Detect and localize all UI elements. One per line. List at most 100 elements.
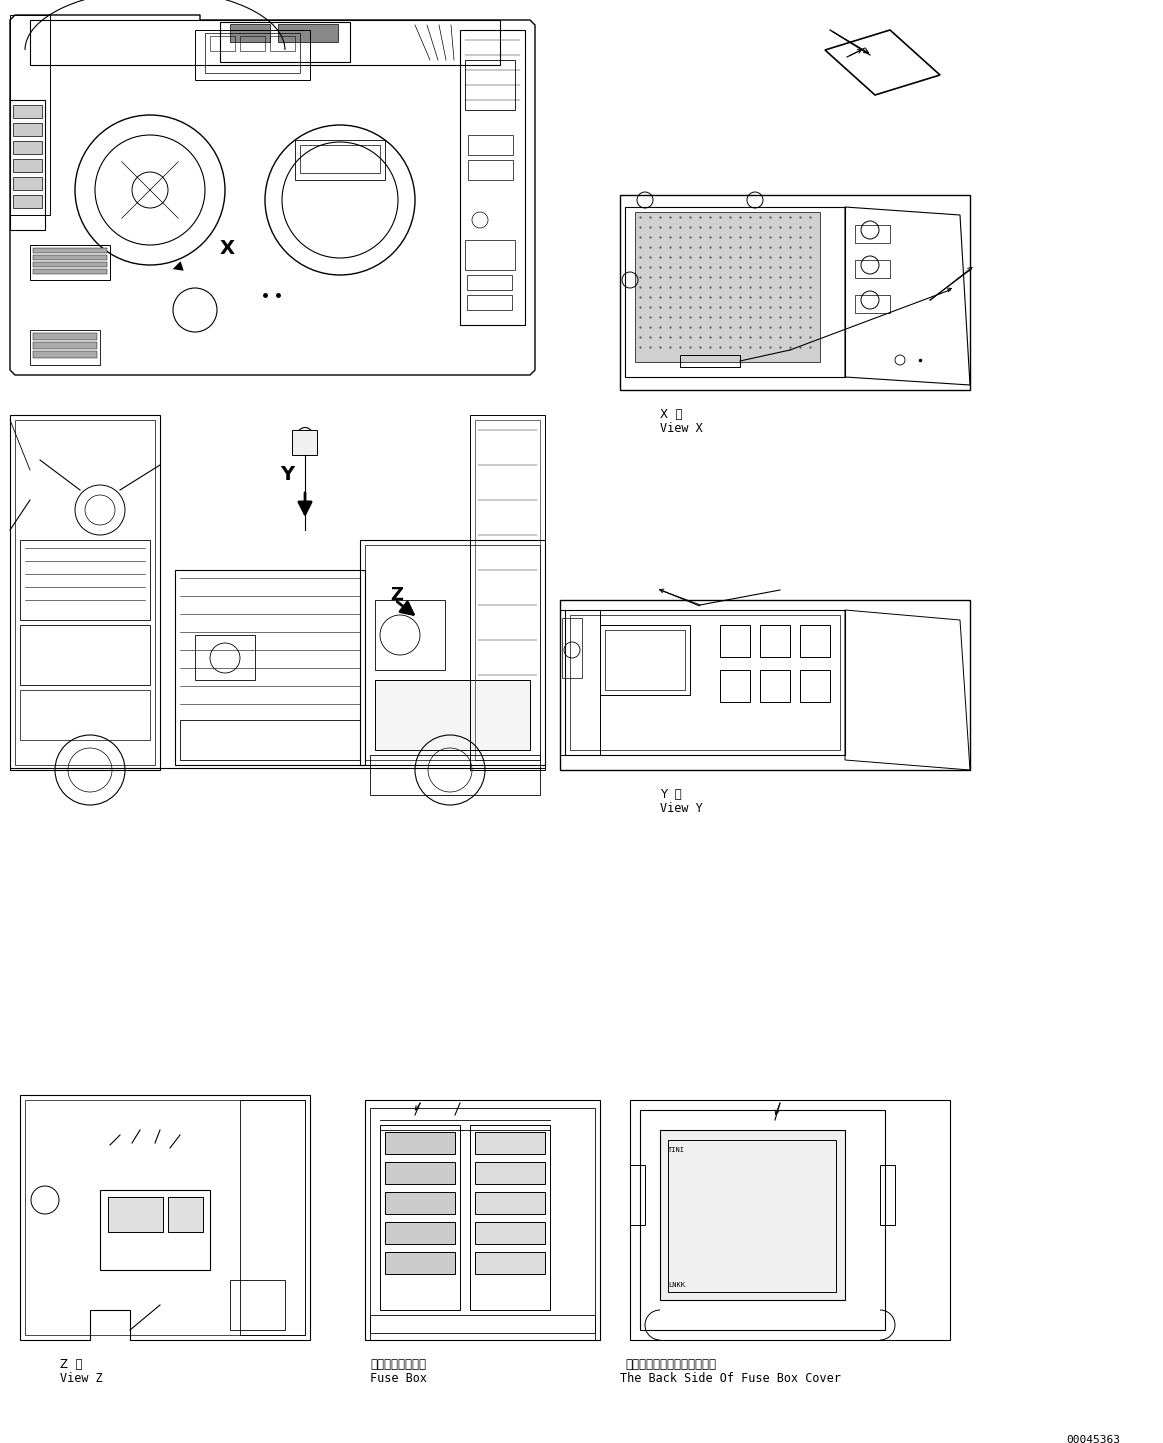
Bar <box>759 625 790 657</box>
Bar <box>475 1162 545 1185</box>
Bar <box>880 1165 896 1225</box>
Text: 00045363: 00045363 <box>1066 1434 1120 1443</box>
Bar <box>370 1108 595 1333</box>
Bar <box>365 1100 600 1341</box>
Bar <box>385 1253 455 1274</box>
Bar <box>625 206 846 377</box>
Text: TINI: TINI <box>668 1147 685 1153</box>
Bar <box>205 33 300 74</box>
Bar <box>468 160 513 180</box>
Bar <box>668 1140 836 1291</box>
Bar <box>10 14 50 215</box>
Bar <box>475 1192 545 1214</box>
Bar <box>195 30 311 79</box>
Bar <box>240 36 265 51</box>
Bar <box>461 30 525 325</box>
Text: Z: Z <box>390 586 402 605</box>
Bar <box>475 420 540 760</box>
Text: LNKK: LNKK <box>668 1281 685 1289</box>
Bar <box>374 600 445 670</box>
Bar <box>570 615 840 750</box>
Bar <box>562 618 582 678</box>
Bar <box>465 240 515 270</box>
Bar <box>561 610 600 755</box>
Bar <box>33 333 97 341</box>
Bar <box>10 416 160 771</box>
Bar <box>13 159 42 172</box>
Bar <box>720 625 750 657</box>
Bar <box>468 136 513 154</box>
Bar <box>33 248 107 253</box>
Bar <box>630 1100 950 1341</box>
Bar <box>24 1100 305 1335</box>
Bar <box>240 1100 305 1335</box>
Bar <box>470 416 545 771</box>
Bar <box>20 540 150 620</box>
Bar <box>659 1130 846 1300</box>
Bar <box>620 195 970 390</box>
Bar <box>230 25 270 42</box>
Text: Z  視: Z 視 <box>60 1358 83 1371</box>
Bar <box>800 625 830 657</box>
Bar <box>380 1126 461 1310</box>
Bar <box>10 100 45 229</box>
Bar <box>33 342 97 349</box>
Bar <box>20 625 150 685</box>
Text: The Back Side Of Fuse Box Cover: The Back Side Of Fuse Box Cover <box>620 1372 841 1385</box>
Bar <box>33 351 97 358</box>
Bar <box>565 610 846 755</box>
Bar <box>211 36 235 51</box>
Bar <box>475 1222 545 1244</box>
Bar <box>635 212 820 362</box>
Bar <box>475 1253 545 1274</box>
Bar <box>385 1162 455 1185</box>
Bar <box>720 670 750 701</box>
Bar <box>385 1131 455 1154</box>
Bar <box>759 670 790 701</box>
Bar <box>33 268 107 274</box>
Bar <box>230 1280 285 1330</box>
Bar <box>470 1126 550 1310</box>
Bar <box>174 570 365 765</box>
Bar <box>33 255 107 260</box>
Bar <box>220 22 350 62</box>
Bar <box>385 1222 455 1244</box>
Bar <box>292 430 317 455</box>
Bar <box>385 1192 455 1214</box>
Bar <box>278 25 338 42</box>
Bar <box>468 294 512 310</box>
Bar <box>20 690 150 740</box>
Text: ヒューズボックス: ヒューズボックス <box>370 1358 426 1371</box>
Text: Y: Y <box>280 466 294 485</box>
Bar <box>300 144 380 173</box>
Bar <box>33 263 107 267</box>
Bar <box>640 1110 885 1330</box>
Bar <box>855 294 890 313</box>
Bar <box>30 20 500 65</box>
Bar <box>30 330 100 365</box>
Bar <box>600 625 690 696</box>
Bar <box>468 276 512 290</box>
Bar <box>167 1198 204 1232</box>
Text: X  視: X 視 <box>659 408 683 421</box>
Text: View Y: View Y <box>659 802 702 815</box>
Bar <box>270 36 295 51</box>
Bar <box>13 195 42 208</box>
Bar <box>295 140 385 180</box>
Bar <box>374 680 530 750</box>
Bar <box>475 1131 545 1154</box>
Bar <box>630 1165 645 1225</box>
Bar <box>15 420 155 765</box>
Bar <box>370 755 540 795</box>
Text: X: X <box>220 238 235 257</box>
Bar <box>30 245 110 280</box>
Text: View Z: View Z <box>60 1372 102 1385</box>
Bar <box>180 720 361 760</box>
Text: View X: View X <box>659 421 702 434</box>
Bar <box>561 600 970 771</box>
Bar <box>13 177 42 190</box>
Text: Fuse Box: Fuse Box <box>370 1372 427 1385</box>
Bar <box>13 105 42 118</box>
Text: Y  視: Y 視 <box>659 788 682 801</box>
Bar <box>100 1190 211 1270</box>
